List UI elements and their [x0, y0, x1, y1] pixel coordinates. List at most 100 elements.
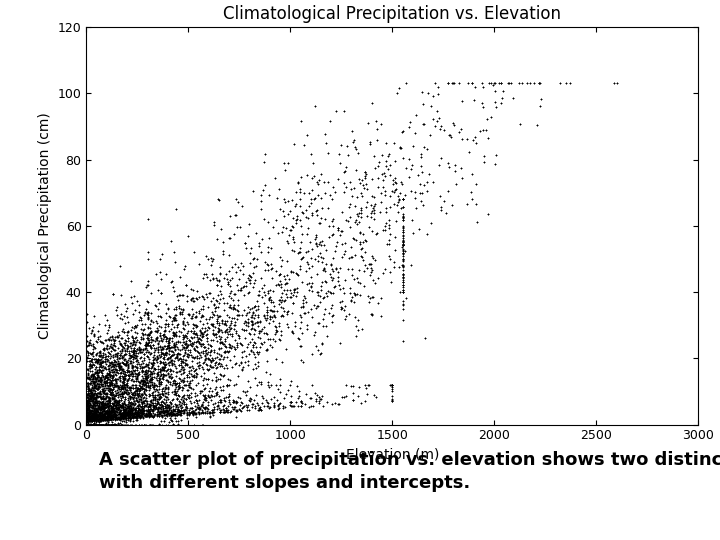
Point	[346, 271, 357, 280]
Point	[397, 195, 408, 204]
Point	[84, 420, 96, 429]
Point	[311, 205, 323, 214]
Point	[456, 134, 467, 143]
Point	[219, 406, 230, 415]
Point	[113, 366, 125, 374]
Point	[118, 343, 130, 352]
Point	[105, 342, 117, 351]
Point	[108, 420, 120, 429]
Point	[213, 318, 225, 327]
Point	[101, 408, 112, 416]
Point	[212, 194, 224, 203]
Point	[192, 337, 203, 346]
Point	[148, 383, 159, 391]
Point	[118, 408, 130, 417]
Point	[318, 178, 330, 186]
Point	[136, 375, 148, 384]
Point	[103, 365, 114, 374]
Point	[145, 410, 156, 419]
Point	[83, 415, 94, 423]
Point	[172, 345, 184, 353]
Point	[107, 411, 118, 420]
Point	[96, 414, 108, 422]
Point	[230, 336, 241, 345]
Point	[161, 337, 172, 346]
Point	[131, 356, 143, 364]
Point	[184, 351, 195, 360]
Point	[105, 415, 117, 424]
Point	[132, 411, 144, 420]
Point	[81, 416, 93, 424]
Point	[160, 323, 171, 332]
Point	[144, 369, 156, 378]
Point	[307, 313, 318, 321]
Point	[94, 389, 105, 397]
Point	[274, 321, 285, 330]
Point	[127, 413, 138, 421]
Point	[94, 412, 106, 421]
Point	[163, 409, 175, 418]
Point	[89, 414, 101, 423]
Point	[394, 287, 405, 296]
Point	[194, 317, 205, 326]
Point	[238, 403, 249, 411]
Point	[97, 394, 109, 402]
Point	[96, 415, 108, 423]
Point	[177, 319, 189, 328]
Point	[261, 303, 272, 312]
Point	[146, 336, 158, 345]
Point	[85, 386, 96, 395]
Point	[263, 381, 274, 389]
Point	[109, 412, 121, 421]
Point	[90, 416, 102, 424]
Point	[157, 405, 168, 414]
Point	[109, 404, 121, 413]
Point	[376, 170, 387, 179]
Point	[230, 345, 241, 353]
Point	[216, 319, 228, 327]
Point	[266, 244, 277, 252]
Point	[138, 406, 149, 415]
Point	[117, 414, 129, 423]
Point	[128, 405, 140, 414]
Point	[119, 341, 130, 349]
Point	[156, 352, 167, 360]
Point	[260, 346, 271, 355]
Point	[102, 412, 113, 421]
Point	[495, 79, 507, 87]
Point	[81, 416, 93, 425]
Point	[433, 83, 444, 91]
Point	[189, 389, 201, 397]
Point	[253, 362, 264, 371]
Point	[107, 420, 118, 429]
Point	[87, 413, 99, 422]
Point	[230, 406, 242, 414]
Point	[81, 406, 93, 415]
Point	[195, 313, 207, 321]
Point	[467, 136, 479, 145]
Point	[86, 420, 98, 429]
Point	[167, 283, 179, 292]
Point	[387, 180, 399, 188]
Point	[136, 390, 148, 399]
Point	[166, 337, 178, 346]
Point	[86, 389, 98, 397]
Point	[184, 406, 195, 414]
Point	[103, 407, 114, 416]
Point	[183, 394, 194, 403]
Point	[245, 244, 256, 253]
Point	[84, 405, 95, 414]
Point	[248, 325, 260, 333]
Point	[130, 411, 141, 420]
Point	[361, 264, 373, 272]
Point	[112, 388, 124, 396]
Point	[352, 392, 364, 401]
Point	[141, 400, 153, 408]
Point	[89, 394, 100, 402]
Point	[117, 412, 129, 421]
Point	[438, 197, 450, 205]
Point	[84, 395, 96, 404]
Point	[130, 333, 142, 342]
Point	[375, 188, 387, 197]
Point	[220, 405, 232, 414]
